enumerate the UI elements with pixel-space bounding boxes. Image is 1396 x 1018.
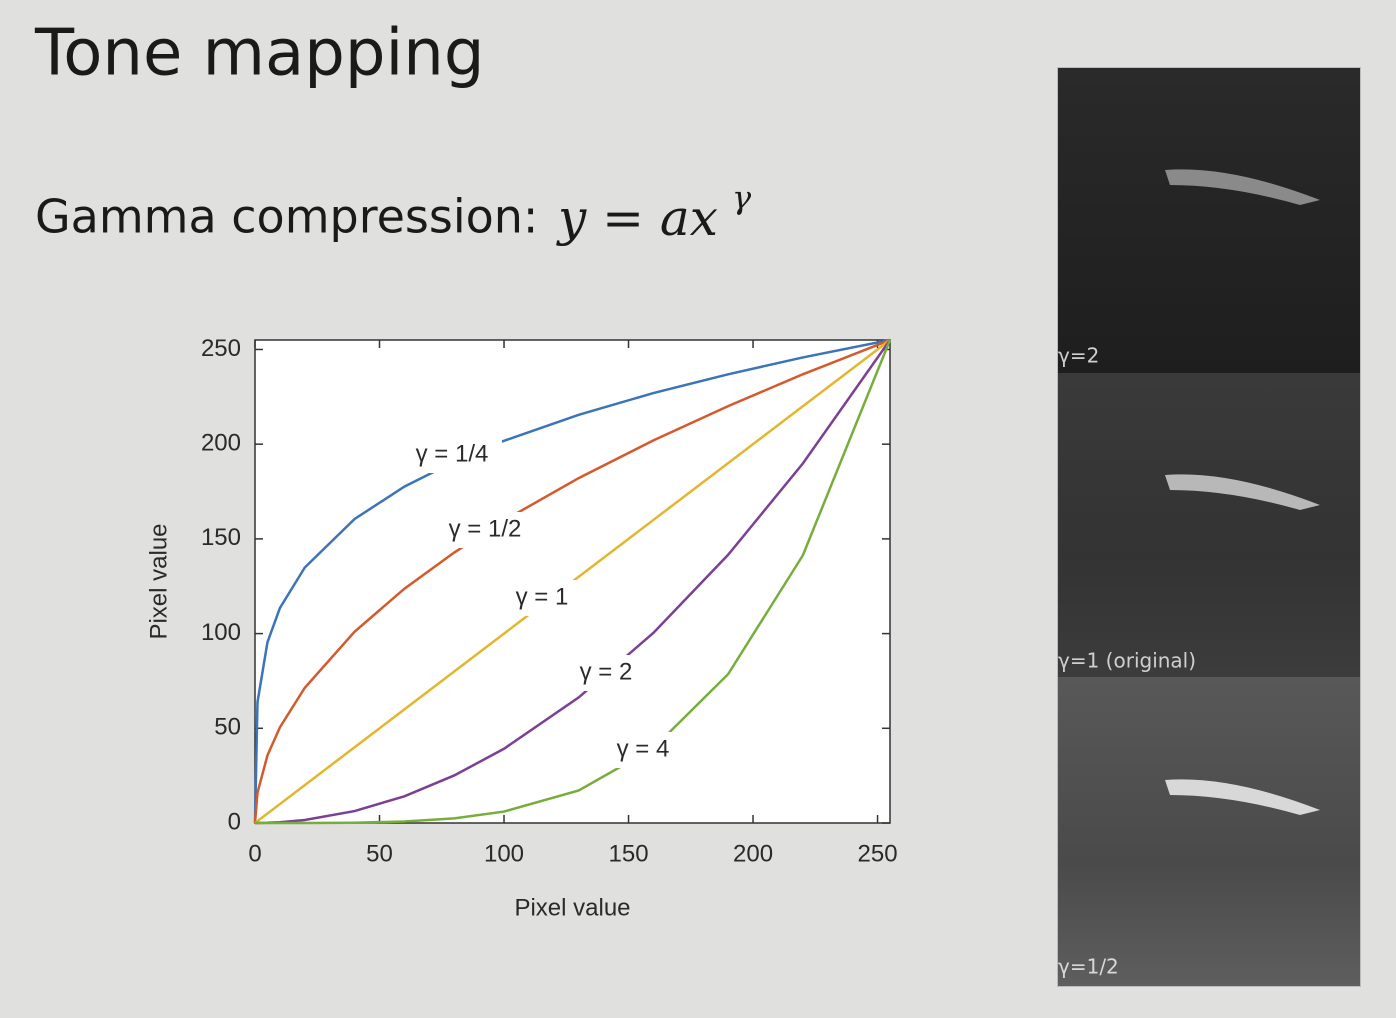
formula: y = ax <box>556 189 718 247</box>
x-tick-label: 0 <box>248 840 261 867</box>
line <box>253 338 891 824</box>
photo-strip: γ=2 γ=1 (original) γ=1/2 <box>1057 67 1361 987</box>
y-axis-label: Pixel value <box>145 523 172 639</box>
figure <box>1165 169 1320 205</box>
slide-title: Tone mapping <box>34 17 484 91</box>
y-tick-label: 150 <box>201 524 241 551</box>
photo-caption: γ=2 <box>1058 344 1099 368</box>
line <box>254 339 891 824</box>
x-tick-label: 200 <box>733 840 773 867</box>
y-tick-label: 50 <box>214 714 241 741</box>
x-tick-label: 50 <box>366 840 393 867</box>
label-background <box>492 580 592 616</box>
figure <box>1165 779 1320 815</box>
series-label: γ = 4 <box>617 735 670 762</box>
series-label: γ = 1 <box>516 583 569 610</box>
line <box>253 338 891 824</box>
photo-caption: γ=1/2 <box>1058 955 1119 979</box>
line <box>255 339 892 825</box>
figure <box>1165 474 1320 510</box>
y-tick-label: 100 <box>201 619 241 646</box>
x-tick-label: 250 <box>858 840 898 867</box>
photo-caption: γ=1 (original) <box>1058 649 1196 673</box>
x-tick-label: 150 <box>609 840 649 867</box>
x-tick-label: 100 <box>484 840 524 867</box>
photo <box>1058 373 1360 677</box>
y-tick-label: 0 <box>228 808 241 835</box>
label-background <box>435 512 535 548</box>
label-background <box>556 655 656 691</box>
series-label: γ = 1/4 <box>416 440 489 467</box>
photo <box>1058 677 1360 986</box>
chart: 0 50 100 150 200 250 0 50 100 150 200 250 Pixel valu… <box>145 335 897 922</box>
label-background <box>402 437 502 473</box>
y-tick-label: 250 <box>201 335 241 362</box>
series-label: γ = 1/2 <box>449 515 522 542</box>
series-label: γ = 2 <box>580 658 633 685</box>
label-background <box>593 732 693 768</box>
y-tick-label: 200 <box>201 430 241 457</box>
photo <box>1058 68 1360 373</box>
formula-exponent: γ <box>732 179 752 217</box>
slide-subtitle: Gamma compression: <box>35 190 538 244</box>
x-axis-label: Pixel value <box>514 894 630 921</box>
